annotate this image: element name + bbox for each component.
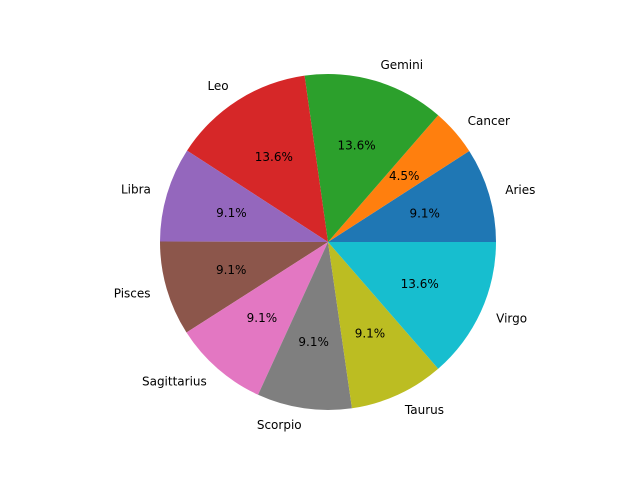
category-label-virgo: Virgo — [496, 312, 527, 326]
pie-slice-libra — [160, 150, 328, 242]
pct-label-scorpio: 9.1% — [298, 335, 329, 349]
pct-label-libra: 9.1% — [216, 206, 247, 220]
category-label-sagittarius: Sagittarius — [142, 374, 207, 388]
category-label-libra: Libra — [121, 182, 151, 196]
category-label-aries: Aries — [505, 183, 535, 197]
pie-slice-pisces — [159, 241, 328, 333]
pie-slice-cancer — [328, 115, 470, 242]
category-labels: Aries Cancer Gemini Leo Libra Pisces Sagittari… — [114, 58, 536, 432]
pie-slice-taurus — [328, 242, 439, 409]
pie-slices — [159, 74, 496, 410]
pie-slice-aries — [328, 151, 496, 242]
pie-slice-sagittarius — [186, 242, 328, 395]
pct-label-taurus: 9.1% — [355, 327, 386, 341]
pct-label-pisces: 9.1% — [216, 263, 247, 277]
category-label-cancer: Cancer — [468, 114, 510, 128]
category-label-gemini: Gemini — [380, 58, 423, 72]
pie-slice-leo — [187, 75, 328, 242]
pct-label-virgo: 13.6% — [401, 277, 439, 291]
percentage-labels: 9.1% 4.5% 13.6% 13.6% 9.1% 9.1% 9.1% 9.1% 9.1% 13… — [216, 138, 440, 348]
pie-slice-gemini — [304, 74, 439, 242]
category-label-scorpio: Scorpio — [257, 418, 302, 432]
category-label-leo: Leo — [207, 79, 228, 93]
pct-label-leo: 13.6% — [255, 150, 293, 164]
pct-label-gemini: 13.6% — [338, 138, 376, 152]
pct-label-cancer: 4.5% — [389, 169, 420, 183]
pct-label-sagittarius: 9.1% — [247, 311, 278, 325]
pct-label-aries: 9.1% — [409, 207, 440, 221]
category-label-pisces: Pisces — [114, 287, 151, 301]
pie-slice-virgo — [328, 242, 496, 369]
pie-slice-scorpio — [258, 242, 352, 410]
category-label-taurus: Taurus — [404, 403, 444, 417]
